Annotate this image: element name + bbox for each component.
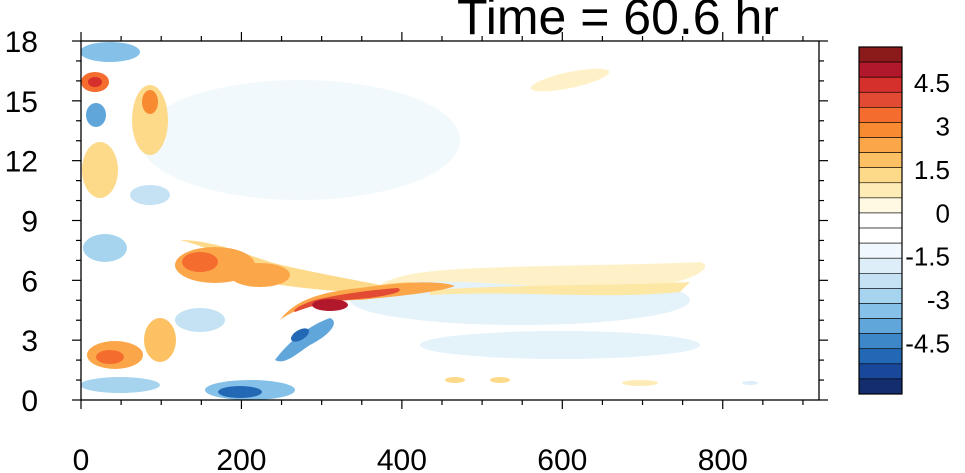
contour-blob: [83, 234, 127, 262]
colorbar-frame: [858, 46, 903, 395]
contour-blob: [742, 381, 758, 385]
contour-blob: [490, 377, 510, 383]
contour-blob: [86, 103, 106, 127]
x-axis: 0 200 400 600 800: [73, 32, 804, 473]
colorbar-swatch: [858, 257, 903, 274]
colorbar-swatch: [858, 212, 903, 229]
colorbar-swatch: [858, 61, 903, 78]
chart-title: Time = 60.6 hr: [457, 0, 779, 45]
y-tick-label: 3: [21, 325, 38, 358]
contour-blob: [530, 68, 610, 92]
colorbar-label: -3: [927, 285, 950, 315]
colorbar-label: 0: [936, 198, 950, 228]
contour-blob: [380, 262, 706, 290]
colorbar-swatch: [858, 273, 903, 289]
contour-blob: [218, 386, 262, 398]
colorbar-label: 1.5: [914, 155, 950, 185]
contour-blob: [81, 377, 160, 393]
contour-field: [81, 42, 758, 400]
colorbar-swatch: [858, 91, 903, 108]
contour-blob: [144, 318, 176, 362]
x-tick-label: 800: [698, 444, 748, 473]
contour-blob: [275, 318, 334, 362]
x-tick-label: 200: [216, 444, 266, 473]
colorbar-swatch: [858, 348, 903, 365]
colorbar-swatch: [858, 363, 903, 380]
colorbar-swatch: [858, 182, 903, 199]
colorbar-label: 4.5: [914, 68, 950, 98]
contour-blob: [294, 288, 400, 312]
y-axis: 0 3 6 9 12 15 18: [5, 26, 828, 418]
contour-blob: [88, 77, 102, 87]
contour-blob: [140, 80, 460, 200]
colorbar-swatch: [858, 197, 903, 214]
contour-blob: [280, 282, 455, 320]
colorbar-swatch: [858, 152, 903, 168]
colorbar-swatch: [858, 227, 903, 244]
contour-blob: [430, 282, 690, 296]
contour-blob: [622, 380, 658, 386]
colorbar-swatch: [858, 122, 903, 138]
colorbar-label: 3: [936, 112, 950, 142]
contour-blob: [130, 185, 170, 205]
contour-blob: [445, 377, 465, 383]
colorbar-swatch: [858, 242, 903, 259]
colorbar-swatch: [858, 76, 903, 93]
colorbar-label: -4.5: [905, 328, 950, 358]
y-tick-label: 6: [21, 265, 38, 298]
colorbar-swatch: [858, 333, 903, 350]
y-tick-label: 0: [21, 385, 38, 418]
colorbar-swatch: [858, 137, 903, 153]
contour-blob: [82, 142, 118, 198]
contour-blob: [312, 299, 348, 311]
contour-blob: [96, 350, 124, 364]
colorbar-swatch: [858, 107, 903, 123]
y-tick-label: 18: [5, 26, 38, 59]
colorbar-labels: 4.5 3 1.5 0 -1.5 -3 -4.5: [905, 68, 950, 358]
colorbar-swatch: [858, 167, 903, 184]
x-tick-label: 400: [377, 444, 427, 473]
y-tick-label: 15: [5, 86, 38, 119]
contour-blob: [142, 90, 158, 114]
x-tick-label: 0: [73, 444, 90, 473]
contour-blob: [81, 42, 140, 62]
colorbar-swatch: [858, 378, 903, 395]
y-tick-label: 12: [5, 146, 38, 179]
y-tick-label: 9: [21, 206, 38, 239]
colorbar-swatch: [858, 288, 903, 304]
contour-blob: [182, 252, 218, 272]
colorbar: [858, 46, 903, 395]
colorbar-swatch: [858, 46, 903, 63]
contour-blob: [175, 308, 225, 332]
colorbar-swatch: [858, 303, 903, 319]
contour-blob: [230, 263, 290, 287]
colorbar-label: -1.5: [905, 242, 950, 272]
contour-blob: [420, 331, 700, 359]
colorbar-swatch: [858, 318, 903, 334]
x-tick-label: 600: [537, 444, 587, 473]
contour-blob: [132, 85, 168, 155]
contour-blob: [290, 328, 310, 342]
